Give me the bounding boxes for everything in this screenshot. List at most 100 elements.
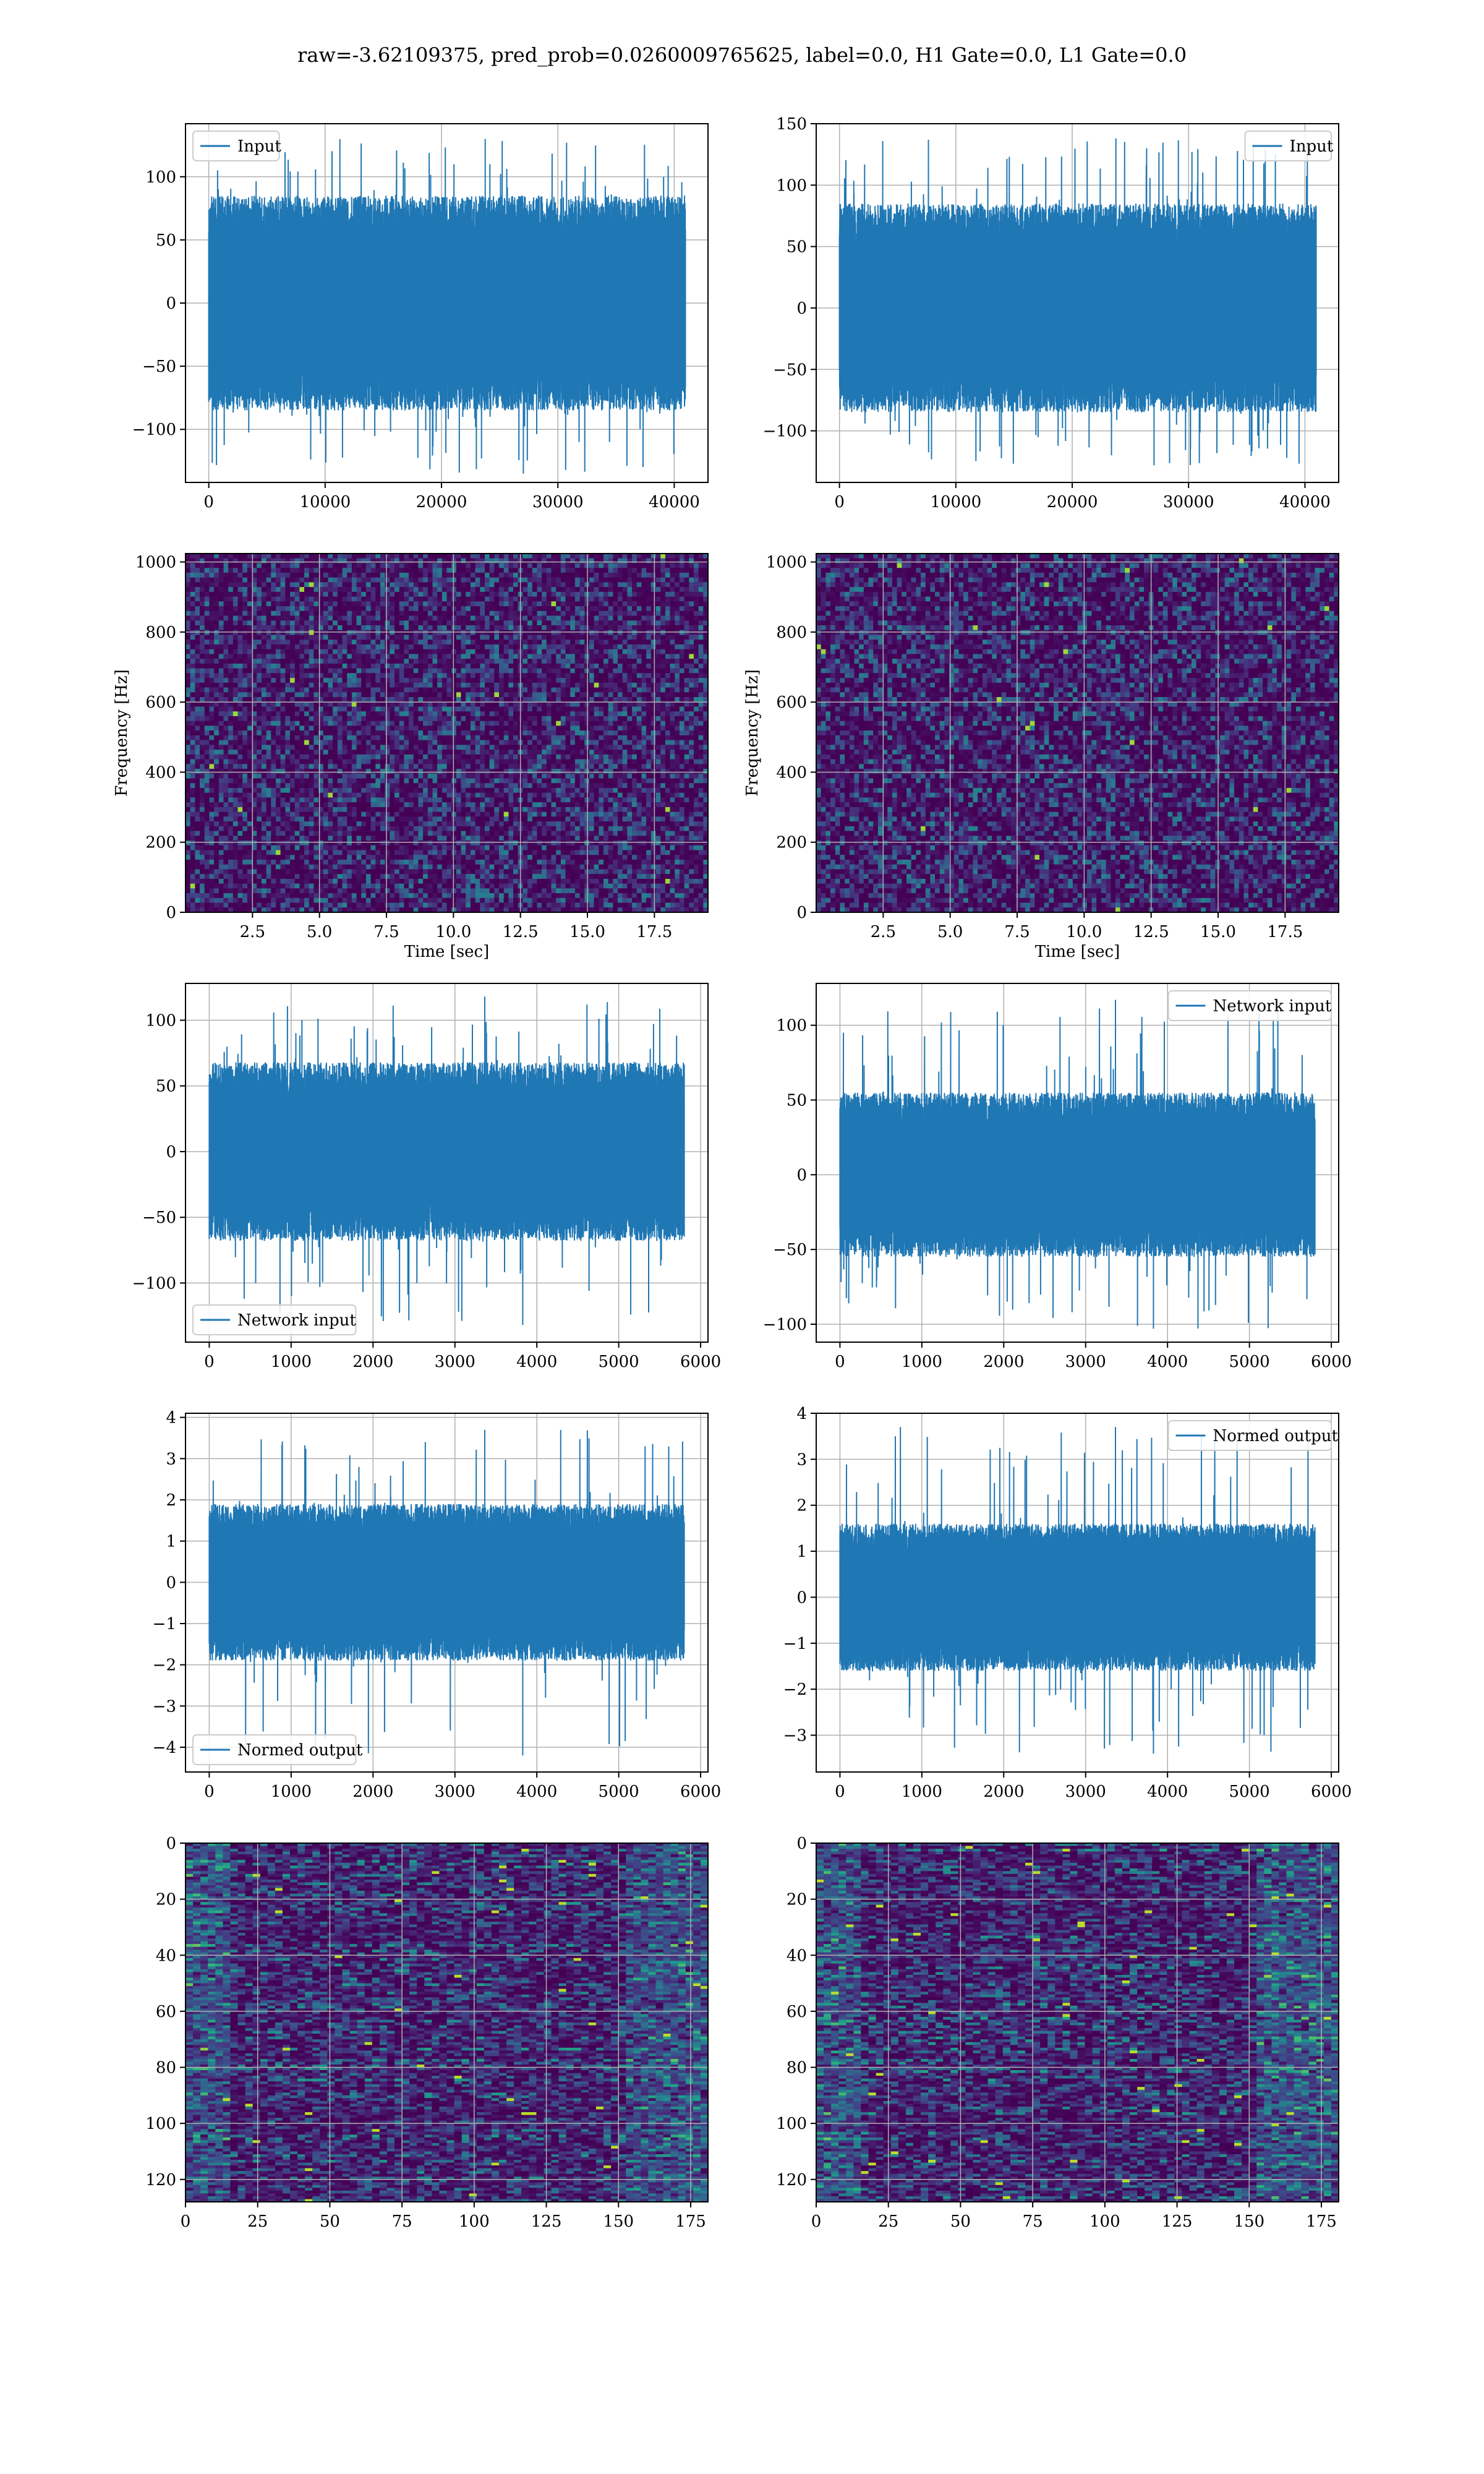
heatmap-cell	[370, 577, 376, 583]
heatmap-cell	[361, 764, 367, 769]
heatmap-cell	[603, 663, 609, 669]
heatmap-cell	[574, 740, 581, 745]
heatmap-cell	[641, 726, 647, 731]
heatmap-cell	[461, 692, 466, 698]
heatmap-cell	[232, 554, 239, 559]
heatmap-cell	[252, 563, 257, 568]
heatmap-cell	[574, 716, 581, 722]
heatmap-cell	[333, 606, 338, 612]
heatmap-cell	[599, 610, 604, 617]
heatmap-cell	[551, 692, 556, 698]
h1-spectrogram-image	[186, 554, 708, 912]
heatmap-cell	[570, 577, 576, 583]
y-tick-label: 0	[796, 299, 807, 318]
heatmap-cell	[470, 730, 476, 736]
heatmap-cell	[247, 687, 253, 693]
heatmap-cell	[613, 692, 618, 698]
heatmap-cell	[660, 759, 666, 764]
heatmap-cell	[413, 644, 419, 650]
heatmap-cell	[437, 596, 443, 602]
heatmap-cell	[252, 635, 257, 640]
heatmap-cell	[470, 610, 476, 617]
heatmap-cell	[499, 740, 505, 745]
heatmap-cell	[413, 610, 419, 617]
heatmap-cell	[247, 692, 253, 698]
heatmap-cell	[418, 649, 424, 654]
heatmap-cell	[603, 673, 609, 678]
heatmap-cell	[271, 625, 276, 631]
heatmap-cell	[527, 620, 533, 626]
heatmap-cell	[522, 558, 528, 563]
heatmap-cell	[622, 663, 628, 669]
heatmap-cell	[309, 701, 314, 707]
heatmap-cell	[646, 649, 652, 654]
heatmap-cell	[266, 610, 271, 617]
heatmap-cell	[390, 572, 395, 578]
heatmap-cell	[608, 745, 613, 750]
heatmap-cell	[390, 635, 395, 640]
heatmap-cell	[385, 610, 390, 617]
heatmap-cell	[375, 620, 381, 626]
heatmap-cell	[351, 682, 357, 688]
heatmap-cell	[247, 682, 253, 688]
heatmap-cell	[413, 668, 419, 674]
heatmap-cell	[703, 735, 708, 741]
heatmap-cell	[451, 625, 457, 631]
heatmap-cell	[195, 554, 200, 559]
heatmap-cell	[214, 615, 220, 621]
heatmap-cell	[613, 706, 618, 712]
heatmap-cell	[356, 697, 362, 703]
heatmap-cell	[257, 706, 262, 712]
heatmap-cell	[636, 587, 642, 593]
heatmap-cell	[475, 625, 480, 631]
heatmap-cell	[446, 740, 452, 745]
heatmap-cell	[394, 678, 400, 683]
heatmap-cell	[337, 673, 343, 678]
heatmap-cell	[494, 630, 500, 635]
heatmap-cell	[223, 587, 229, 593]
heatmap-cell	[304, 716, 310, 722]
heatmap-cell	[356, 750, 362, 755]
heatmap-cell	[394, 764, 400, 769]
heatmap-cell	[636, 697, 642, 703]
heatmap-cell	[608, 697, 613, 703]
heatmap-cell	[252, 673, 257, 678]
heatmap-cell	[427, 620, 433, 626]
heatmap-cell	[618, 610, 623, 617]
heatmap-cell	[356, 625, 362, 631]
heatmap-cell	[276, 750, 281, 755]
heatmap-cell	[499, 635, 505, 640]
heatmap-cell	[261, 663, 267, 669]
heatmap-cell	[304, 678, 310, 683]
heatmap-cell	[508, 678, 514, 683]
heatmap-cell	[323, 635, 329, 640]
heatmap-cell	[441, 654, 448, 659]
heatmap-cell	[551, 716, 556, 722]
heatmap-cell	[470, 635, 476, 640]
heatmap-cell	[636, 606, 642, 612]
heatmap-cell	[522, 663, 528, 669]
heatmap-cell	[232, 587, 239, 593]
heatmap-cell	[285, 582, 291, 588]
heatmap-cell	[480, 654, 485, 659]
heatmap-cell	[689, 726, 694, 731]
heatmap-cell	[694, 582, 699, 588]
heatmap-cell	[380, 591, 386, 597]
heatmap-cell	[532, 625, 538, 631]
heatmap-cell	[527, 687, 533, 693]
heatmap-cell	[660, 601, 666, 607]
heatmap-cell	[242, 726, 248, 731]
heatmap-cell	[694, 577, 699, 583]
heatmap-cell	[694, 663, 699, 669]
heatmap-cell	[655, 730, 661, 736]
heatmap-cell	[456, 620, 462, 626]
heatmap-cell	[285, 601, 291, 607]
heatmap-cell	[242, 620, 248, 626]
heatmap-cell	[513, 726, 519, 731]
heatmap-cell	[342, 721, 348, 726]
heatmap-cell	[589, 730, 595, 736]
heatmap-cell	[694, 706, 699, 712]
heatmap-cell	[237, 682, 243, 688]
heatmap-cell	[409, 692, 414, 698]
heatmap-cell	[589, 577, 595, 583]
